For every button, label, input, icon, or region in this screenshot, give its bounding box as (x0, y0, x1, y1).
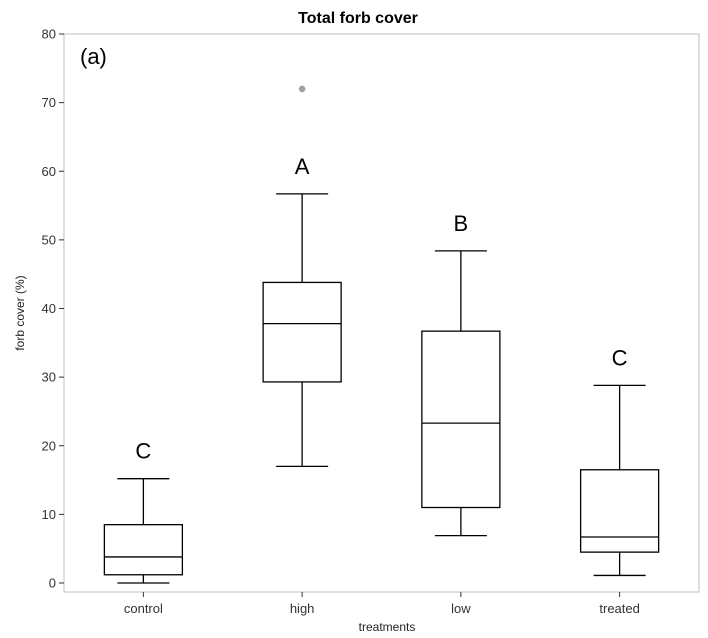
y-tick-label: 70 (42, 95, 56, 110)
significance-letter: C (135, 439, 151, 464)
y-tick-label: 20 (42, 438, 56, 453)
iqr-box (262, 281, 342, 383)
y-tick-label: 60 (42, 164, 56, 179)
significance-letter: C (612, 345, 628, 370)
x-tick-label: control (124, 601, 163, 616)
y-tick-label: 30 (42, 370, 56, 385)
boxes-group: C A B C (103, 85, 660, 584)
box-low: B (421, 211, 501, 537)
panel-label: (a) (80, 44, 107, 69)
y-axis: 0 10 20 30 40 50 60 70 80 (42, 27, 64, 591)
box-high: A (262, 85, 342, 467)
y-tick-label: 0 (49, 576, 56, 591)
x-axis-label: treatments (359, 620, 416, 634)
iqr-box (103, 524, 184, 576)
plot-frame (63, 33, 700, 593)
iqr-box (579, 469, 660, 553)
chart-title: Total forb cover (298, 10, 418, 27)
y-axis-label: forb cover (%) (13, 275, 27, 350)
box-treated: C (579, 345, 660, 577)
y-tick-label: 40 (42, 301, 56, 316)
outlier-point (298, 85, 306, 93)
significance-letter: B (454, 211, 469, 236)
x-tick-label: high (290, 601, 315, 616)
significance-letter: A (295, 154, 310, 179)
x-tick-label: treated (599, 601, 639, 616)
x-axis: control high low treated (124, 592, 640, 616)
y-tick-label: 50 (42, 232, 56, 247)
box-control: C (103, 439, 184, 584)
x-tick-label: low (451, 601, 471, 616)
y-tick-label: 10 (42, 507, 56, 522)
y-tick-label: 80 (42, 27, 56, 42)
iqr-box (421, 330, 501, 509)
